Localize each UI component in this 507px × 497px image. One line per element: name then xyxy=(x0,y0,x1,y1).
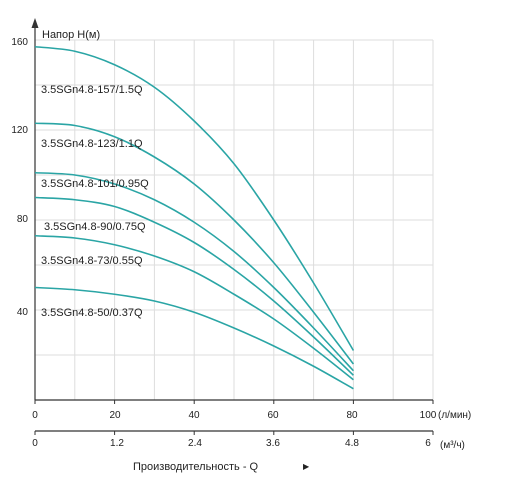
series-label: 3.5SGn4.8-73/0.55Q xyxy=(41,255,143,267)
y-tick-label: 80 xyxy=(17,214,29,225)
x2-tick-label: 0 xyxy=(32,438,38,449)
x2-axis-unit: (м³/ч) xyxy=(440,440,465,451)
series-label: 3.5SGn4.8-50/0.37Q xyxy=(41,307,143,319)
x-axis-unit: (л/мин) xyxy=(438,410,471,421)
series-line xyxy=(34,234,354,381)
x2-tick-label: 3.6 xyxy=(266,438,280,449)
x-tick-label: 40 xyxy=(188,410,200,421)
x-tick-label: 20 xyxy=(109,410,121,421)
y-tick-label: 40 xyxy=(17,307,29,318)
y-tick-label: 160 xyxy=(11,37,28,48)
x-tick-label: 0 xyxy=(32,410,38,421)
series-line xyxy=(34,122,355,365)
x2-tick-label: 2.4 xyxy=(188,438,202,449)
series-line xyxy=(34,171,354,372)
series-label: 3.5SGn4.8-90/0.75Q xyxy=(44,221,146,233)
series-labels: 3.5SGn4.8-157/1.5Q 3.5SGn4.8-123/1.1Q 3.… xyxy=(41,84,149,319)
x2-tick-label: 6 xyxy=(425,438,431,449)
series-line xyxy=(34,196,354,376)
x2-tick-label: 4.8 xyxy=(345,438,359,449)
x-axis-title-arrow: ▶ xyxy=(303,462,310,471)
x-tick-label: 60 xyxy=(267,410,279,421)
y-tick-labels: 40 80 120 160 xyxy=(11,37,28,318)
x2-tick-labels: 0 1.2 2.4 3.6 4.8 6 (м³/ч) xyxy=(32,438,465,451)
series-line xyxy=(34,286,354,390)
x-tick-label: 100 xyxy=(420,410,437,421)
y-tick-label: 120 xyxy=(11,125,28,136)
x-tick-label: 80 xyxy=(346,410,358,421)
series-lines xyxy=(34,45,355,390)
series-label: 3.5SGn4.8-101/0.95Q xyxy=(41,178,149,190)
y-axis-title: Напор H(м) xyxy=(42,29,100,41)
series-label: 3.5SGn4.8-157/1.5Q xyxy=(41,84,143,96)
x2-tick-label: 1.2 xyxy=(110,438,124,449)
y-axis-arrow xyxy=(31,18,39,28)
x-axis-title: Производительность - Q xyxy=(133,461,259,473)
series-label: 3.5SGn4.8-123/1.1Q xyxy=(41,138,143,150)
series-line xyxy=(34,45,355,351)
axes xyxy=(31,18,434,435)
x-tick-labels: 0 20 40 60 80 100 (л/мин) xyxy=(32,410,471,421)
